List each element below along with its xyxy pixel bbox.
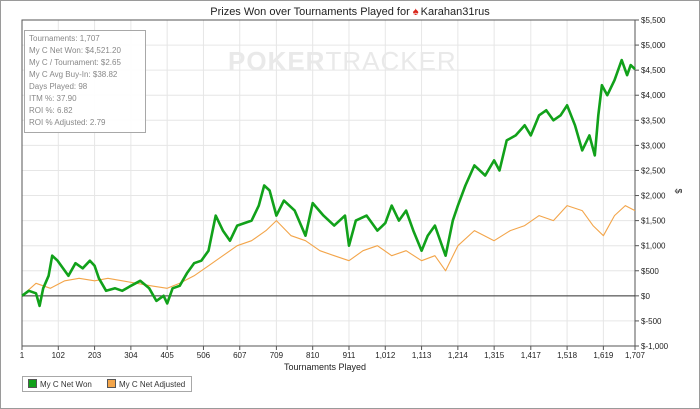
x-tick-label: 405: [160, 351, 174, 360]
x-tick-label: 304: [124, 351, 138, 360]
y-tick-label: $2,500: [641, 166, 666, 175]
x-tick-label: 1,214: [448, 351, 469, 360]
x-tick-label: 1: [20, 351, 25, 360]
y-tick-label: $3,500: [641, 116, 666, 125]
y-axis-label: $: [674, 188, 684, 193]
x-tick-label: 102: [52, 351, 66, 360]
legend-label-net-won: My C Net Won: [40, 380, 92, 389]
y-tick-label: $2,000: [641, 192, 666, 201]
x-tick-label: 1,113: [412, 351, 432, 360]
y-tick-label: $4,000: [641, 91, 666, 100]
y-tick-label: $-500: [641, 317, 662, 326]
stat-avg-buy-in: My C Avg Buy-In: $38.82: [29, 69, 141, 81]
legend: My C Net Won My C Net Adjusted: [22, 376, 192, 392]
stat-roi: ROI %: 6.82: [29, 105, 141, 117]
stats-box: Tournaments: 1,707 My C Net Won: $4,521.…: [24, 30, 146, 133]
stat-net-won: My C Net Won: $4,521.20: [29, 45, 141, 57]
x-tick-label: 506: [197, 351, 211, 360]
legend-swatch-net-adjusted: [107, 379, 116, 388]
y-tick-label: $-1,000: [641, 342, 669, 351]
x-tick-label: 1,619: [593, 351, 614, 360]
y-tick-label: $3,000: [641, 141, 666, 150]
pokertracker-watermark: POKERTRACKER: [228, 46, 457, 77]
stat-days-played: Days Played: 98: [29, 81, 141, 93]
x-tick-label: 709: [270, 351, 284, 360]
y-tick-label: $1,500: [641, 217, 666, 226]
x-tick-label: 1,518: [557, 351, 578, 360]
legend-swatch-net-won: [28, 379, 37, 388]
legend-item-net-won[interactable]: My C Net Won: [28, 379, 92, 389]
stat-itm: ITM %: 37.90: [29, 93, 141, 105]
y-tick-label: $500: [641, 267, 659, 276]
x-tick-label: 1,012: [375, 351, 396, 360]
legend-item-net-adjusted[interactable]: My C Net Adjusted: [107, 379, 185, 389]
legend-label-net-adjusted: My C Net Adjusted: [119, 380, 185, 389]
x-tick-label: 1,707: [625, 351, 646, 360]
y-tick-label: $0: [641, 292, 650, 301]
y-tick-label: $1,000: [641, 242, 666, 251]
x-tick-label: 911: [343, 351, 356, 360]
x-tick-label: 203: [88, 351, 102, 360]
x-tick-label: 607: [233, 351, 247, 360]
x-tick-label: 810: [306, 351, 320, 360]
y-tick-label: $5,500: [641, 16, 666, 25]
stat-per-tournament: My C / Tournament: $2.65: [29, 57, 141, 69]
x-tick-label: 1,315: [484, 351, 505, 360]
stat-roi-adjusted: ROI % Adjusted: 2.79: [29, 117, 141, 129]
x-axis-label: Tournaments Played: [0, 362, 650, 372]
stat-tournaments: Tournaments: 1,707: [29, 33, 141, 45]
x-tick-label: 1,417: [521, 351, 542, 360]
y-tick-label: $5,000: [641, 41, 666, 50]
y-tick-label: $4,500: [641, 66, 666, 75]
